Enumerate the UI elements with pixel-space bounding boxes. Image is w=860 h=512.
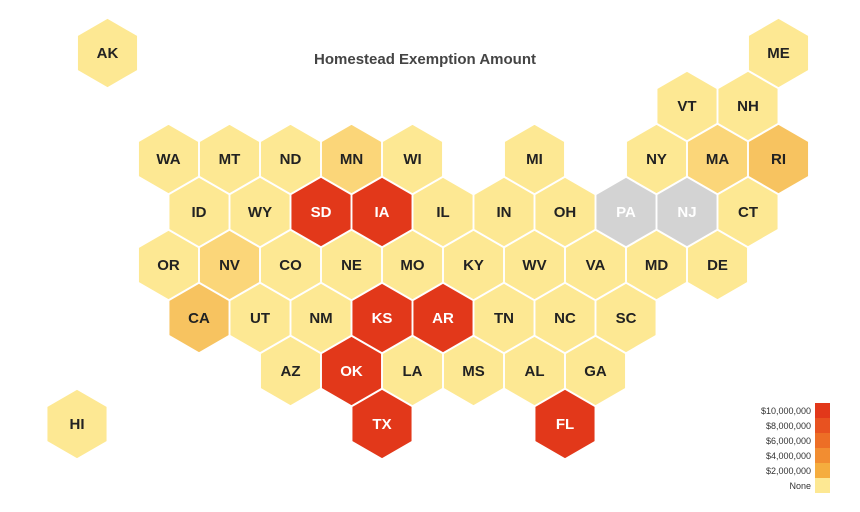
state-label-nm: NM (309, 310, 332, 327)
state-label-ok: OK (340, 363, 363, 380)
state-hex-de[interactable] (686, 229, 749, 301)
state-label-wa: WA (156, 151, 180, 168)
state-hex-fl[interactable] (533, 388, 597, 460)
state-label-mt: MT (219, 151, 241, 168)
state-label-ar: AR (432, 310, 454, 327)
legend-label: $6,000,000 (766, 436, 811, 446)
state-hexes: AK ME VT NH WA MT ND MN WI MI NY MA RI ID WY SD IA IL IN OH… (45, 17, 810, 460)
legend-swatch (815, 448, 830, 463)
state-label-ca: CA (188, 310, 210, 327)
state-label-ak: AK (97, 45, 119, 62)
legend-swatch (815, 478, 830, 493)
state-label-pa: PA (616, 204, 636, 221)
state-label-nv: NV (219, 257, 240, 274)
state-label-ct: CT (738, 204, 758, 221)
state-label-de: DE (707, 257, 728, 274)
legend-label: $4,000,000 (766, 451, 811, 461)
state-label-sc: SC (616, 310, 637, 327)
state-hex-tx[interactable] (350, 388, 414, 460)
state-label-in: IN (497, 204, 512, 221)
state-label-id: ID (192, 204, 207, 221)
state-hex-hi[interactable] (45, 388, 109, 460)
state-hex-ak[interactable] (76, 17, 139, 89)
state-label-nd: ND (280, 151, 302, 168)
state-label-md: MD (645, 257, 668, 274)
state-label-ma: MA (706, 151, 729, 168)
legend-swatch (815, 418, 830, 433)
state-label-ut: UT (250, 310, 270, 327)
legend-swatch (815, 463, 830, 478)
state-label-wv: WV (522, 257, 546, 274)
state-label-oh: OH (554, 204, 577, 221)
state-label-mi: MI (526, 151, 543, 168)
state-label-ri: RI (771, 151, 786, 168)
legend-label: None (789, 481, 811, 491)
state-label-tx: TX (372, 416, 391, 433)
state-label-az: AZ (281, 363, 301, 380)
state-label-ny: NY (646, 151, 667, 168)
state-label-al: AL (525, 363, 545, 380)
state-label-or: OR (157, 257, 180, 274)
legend-label: $8,000,000 (766, 421, 811, 431)
state-label-ia: IA (375, 204, 390, 221)
state-label-vt: VT (677, 98, 696, 115)
legend-swatch (815, 403, 830, 418)
legend: $10,000,000 $8,000,000 $6,000,000 $4,000,00… (761, 403, 830, 493)
state-label-mo: MO (400, 257, 424, 274)
chart-title: Homestead Exemption Amount (314, 51, 536, 68)
state-label-hi: HI (70, 416, 85, 433)
state-label-la: LA (403, 363, 423, 380)
state-label-ks: KS (372, 310, 393, 327)
state-label-tn: TN (494, 310, 514, 327)
state-label-wy: WY (248, 204, 272, 221)
state-label-nc: NC (554, 310, 576, 327)
state-label-nj: NJ (677, 204, 696, 221)
state-label-ky: KY (463, 257, 484, 274)
state-label-il: IL (436, 204, 449, 221)
state-label-mn: MN (340, 151, 363, 168)
state-label-wi: WI (403, 151, 421, 168)
legend-label: $2,000,000 (766, 466, 811, 476)
state-label-ga: GA (584, 363, 607, 380)
state-label-ms: MS (462, 363, 485, 380)
legend-label: $10,000,000 (761, 406, 811, 416)
state-label-co: CO (279, 257, 302, 274)
state-label-ne: NE (341, 257, 362, 274)
state-label-fl: FL (556, 416, 574, 433)
state-label-sd: SD (311, 204, 332, 221)
state-label-me: ME (767, 45, 790, 62)
state-label-nh: NH (737, 98, 759, 115)
legend-swatch (815, 433, 830, 448)
state-label-va: VA (586, 257, 606, 274)
